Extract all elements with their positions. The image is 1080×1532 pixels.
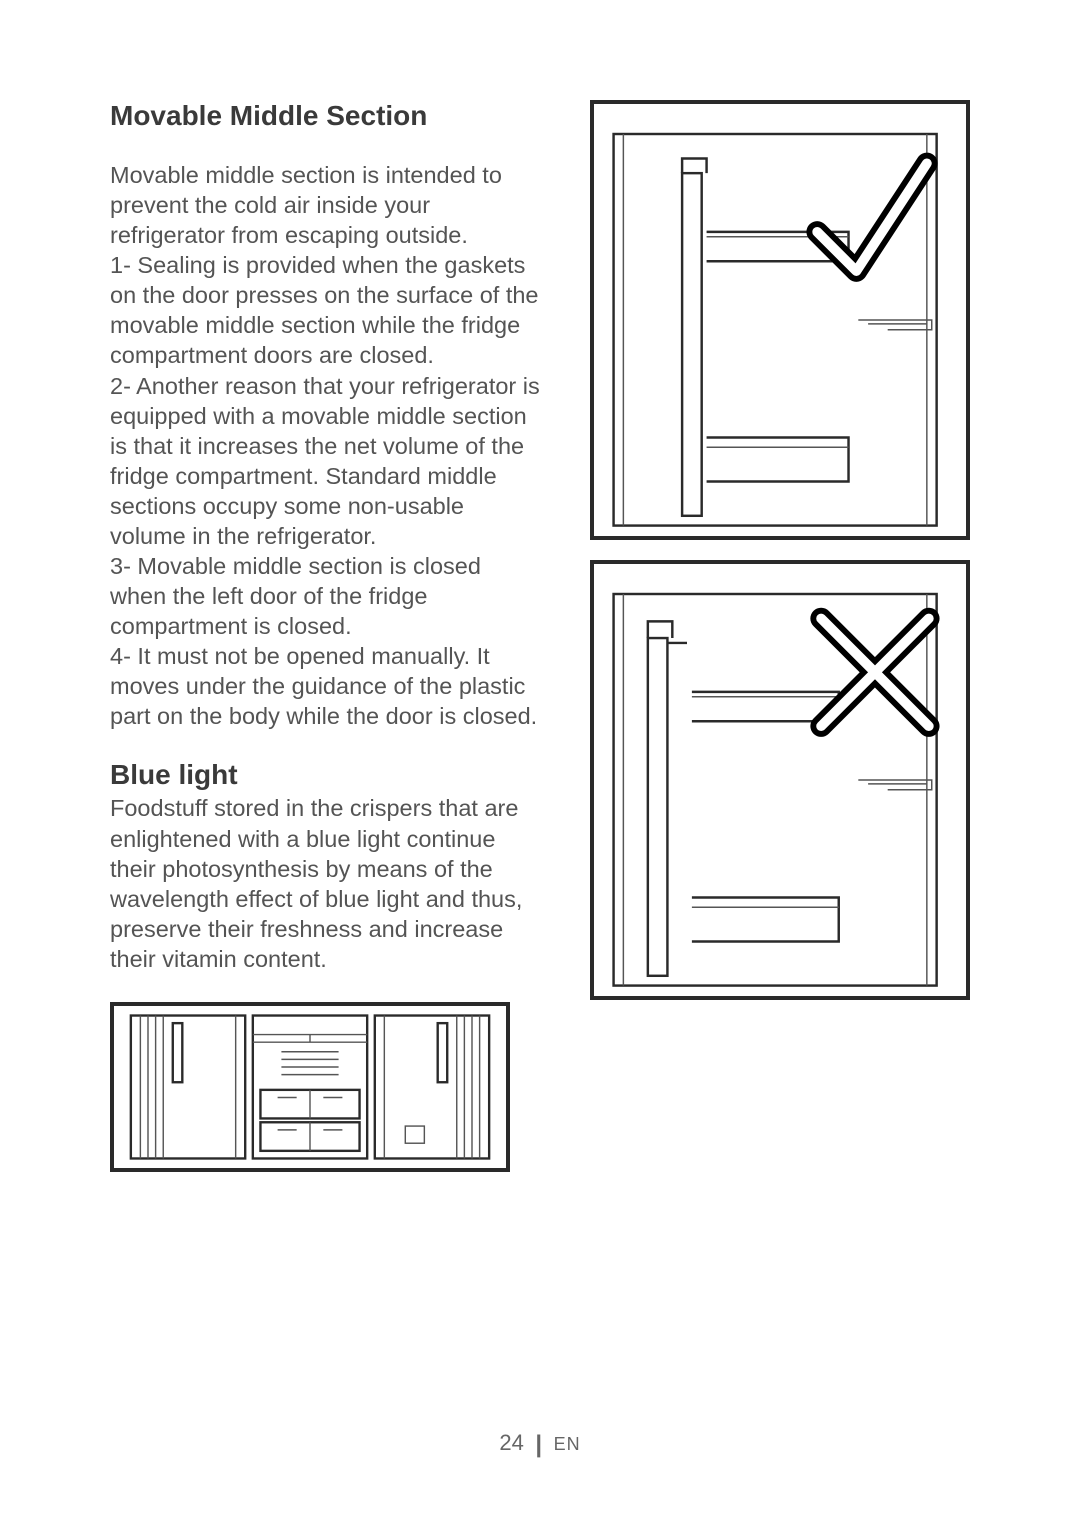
body-paragraph: 4- It must not be opened manually. It mo…	[110, 641, 540, 731]
fridge-front-icon	[114, 1006, 506, 1168]
correct-usage-diagram	[590, 100, 970, 540]
page-number: 24	[499, 1430, 523, 1455]
incorrect-usage-diagram	[590, 560, 970, 1000]
fridge-open-incorrect-icon	[594, 564, 966, 996]
body-paragraph: 3- Movable middle section is closed when…	[110, 551, 540, 641]
section-heading-bluelight: Blue light	[110, 759, 540, 791]
footer-divider: |	[535, 1431, 542, 1458]
body-paragraph: 2- Another reason that your refrigerator…	[110, 371, 540, 551]
page-footer: 24 | EN	[0, 1429, 1080, 1457]
page-language: EN	[554, 1434, 581, 1454]
section-heading-movable: Movable Middle Section	[110, 100, 540, 132]
fridge-closed-correct-icon	[594, 104, 966, 536]
body-paragraph: Movable middle section is intended to pr…	[110, 160, 540, 250]
body-paragraph: Foodstuff stored in the crispers that ar…	[110, 793, 540, 973]
refrigerator-front-diagram	[110, 1002, 510, 1172]
body-paragraph: 1- Sealing is provided when the gaskets …	[110, 250, 540, 370]
